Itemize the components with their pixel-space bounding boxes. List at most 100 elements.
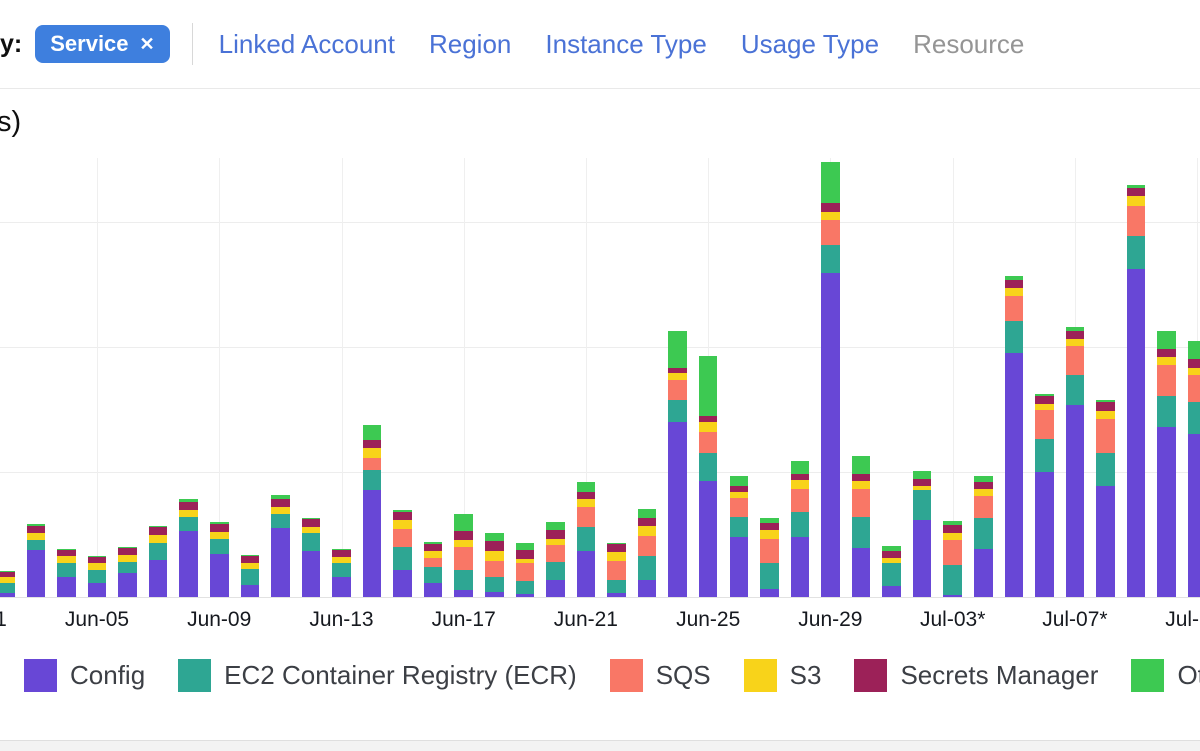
bar-segment-secrets-manager[interactable] [637, 518, 657, 526]
bar-segment-s3[interactable] [1157, 357, 1176, 365]
bar-segment-s3[interactable] [851, 481, 871, 489]
bar-Jun-22[interactable] [607, 543, 626, 597]
bar-segment-others[interactable] [1096, 400, 1115, 402]
bar-segment-s3[interactable] [515, 559, 535, 563]
bar-segment-others[interactable] [118, 547, 137, 548]
bar-segment-config[interactable] [851, 548, 871, 597]
bar-Jun-05[interactable] [87, 556, 107, 597]
bar-segment-secrets-manager[interactable] [1126, 188, 1146, 196]
bar-segment-config[interactable] [668, 422, 687, 597]
bar-Jun-06[interactable] [118, 547, 137, 597]
tab-region[interactable]: Region [428, 28, 512, 59]
bar-segment-secrets-manager[interactable] [454, 531, 473, 540]
bar-segment-secrets-manager[interactable] [1187, 359, 1200, 368]
bar-segment-ec2-container-registry-ecr-[interactable] [26, 540, 46, 550]
bar-segment-sqs[interactable] [1157, 365, 1176, 396]
bar-segment-others[interactable] [729, 476, 748, 486]
bar-Jun-16[interactable] [423, 542, 443, 597]
bar-Jun-19[interactable] [515, 543, 535, 597]
bar-segment-sqs[interactable] [454, 547, 473, 570]
bar-segment-ec2-container-registry-ecr-[interactable] [821, 245, 840, 273]
bar-segment-sqs[interactable] [362, 458, 382, 470]
bar-segment-others[interactable] [607, 543, 626, 544]
bar-segment-s3[interactable] [362, 448, 382, 458]
bar-segment-secrets-manager[interactable] [240, 556, 259, 563]
legend-item-secrets-manager[interactable]: Secrets Manager [854, 659, 1098, 692]
bar-segment-secrets-manager[interactable] [0, 572, 15, 577]
tab-usage-type[interactable]: Usage Type [740, 28, 880, 59]
bar-segment-config[interactable] [240, 585, 259, 597]
bar-segment-ec2-container-registry-ecr-[interactable] [668, 400, 687, 422]
bar-segment-others[interactable] [393, 510, 412, 512]
bar-segment-config[interactable] [1035, 472, 1054, 597]
bar-segment-secrets-manager[interactable] [668, 368, 687, 373]
bar-segment-s3[interactable] [637, 526, 657, 536]
bar-segment-secrets-manager[interactable] [26, 526, 46, 533]
bar-segment-others[interactable] [943, 521, 962, 525]
bar-Jun-07[interactable] [148, 526, 168, 597]
bar-segment-config[interactable] [760, 589, 779, 597]
bar-segment-sqs[interactable] [821, 220, 840, 245]
bar-segment-config[interactable] [729, 537, 748, 597]
bar-segment-others[interactable] [515, 543, 535, 550]
bar-segment-secrets-manager[interactable] [332, 550, 351, 557]
bar-segment-secrets-manager[interactable] [118, 548, 137, 555]
bar-Jun-08[interactable] [179, 499, 198, 597]
bar-Jun-03[interactable] [26, 524, 46, 597]
bar-segment-ec2-container-registry-ecr-[interactable] [576, 527, 596, 551]
bar-segment-others[interactable] [851, 456, 871, 474]
legend-item-config[interactable]: Config [24, 659, 145, 692]
bar-segment-config[interactable] [271, 528, 290, 597]
bar-segment-s3[interactable] [943, 533, 962, 540]
bar-segment-ec2-container-registry-ecr-[interactable] [454, 570, 473, 590]
bar-segment-others[interactable] [179, 499, 198, 502]
bar-segment-others[interactable] [637, 509, 657, 518]
bar-segment-ec2-container-registry-ecr-[interactable] [240, 569, 259, 585]
bar-Jul-10[interactable] [1157, 331, 1176, 597]
bar-Jun-13[interactable] [332, 549, 351, 597]
bar-segment-others[interactable] [301, 518, 321, 519]
bar-segment-secrets-manager[interactable] [301, 519, 321, 527]
bar-segment-sqs[interactable] [637, 536, 657, 556]
legend-item-others[interactable]: Others [1131, 659, 1200, 692]
bar-segment-sqs[interactable] [790, 489, 810, 512]
bar-segment-secrets-manager[interactable] [943, 525, 962, 533]
bar-segment-others[interactable] [668, 331, 687, 368]
bar-segment-others[interactable] [87, 556, 107, 557]
bar-segment-others[interactable] [423, 542, 443, 544]
bar-segment-others[interactable] [1035, 394, 1054, 396]
bar-Jun-28[interactable] [790, 461, 810, 597]
bar-Jun-23[interactable] [637, 509, 657, 597]
bar-segment-secrets-manager[interactable] [1035, 396, 1054, 404]
bar-segment-others[interactable] [760, 518, 779, 523]
bar-Jul-07[interactable] [1065, 327, 1085, 597]
bar-segment-ec2-container-registry-ecr-[interactable] [1126, 236, 1146, 269]
bar-segment-secrets-manager[interactable] [423, 544, 443, 551]
bar-segment-secrets-manager[interactable] [790, 474, 810, 480]
bar-segment-secrets-manager[interactable] [1096, 402, 1115, 411]
bar-Jun-29[interactable] [821, 162, 840, 597]
bar-segment-others[interactable] [271, 495, 290, 499]
bar-segment-others[interactable] [240, 555, 259, 556]
bar-segment-sqs[interactable] [851, 489, 871, 517]
bar-segment-config[interactable] [301, 551, 321, 597]
bar-segment-sqs[interactable] [1065, 346, 1085, 375]
bar-segment-s3[interactable] [668, 373, 687, 380]
bar-segment-others[interactable] [790, 461, 810, 474]
bar-segment-s3[interactable] [760, 530, 779, 539]
bar-segment-sqs[interactable] [515, 563, 535, 581]
bar-segment-others[interactable] [26, 524, 46, 526]
bar-segment-secrets-manager[interactable] [607, 544, 626, 552]
bar-segment-sqs[interactable] [576, 507, 596, 527]
bar-segment-others[interactable] [546, 522, 565, 530]
bar-segment-secrets-manager[interactable] [882, 551, 901, 558]
bar-Jun-04[interactable] [57, 549, 76, 597]
bar-segment-ec2-container-registry-ecr-[interactable] [546, 562, 565, 580]
bar-segment-s3[interactable] [1096, 411, 1115, 419]
bar-segment-s3[interactable] [729, 492, 748, 498]
bar-segment-config[interactable] [393, 570, 412, 597]
bar-segment-s3[interactable] [1187, 368, 1200, 375]
bar-segment-others[interactable] [698, 356, 718, 416]
bar-segment-s3[interactable] [271, 507, 290, 514]
bar-segment-ec2-container-registry-ecr-[interactable] [851, 517, 871, 548]
